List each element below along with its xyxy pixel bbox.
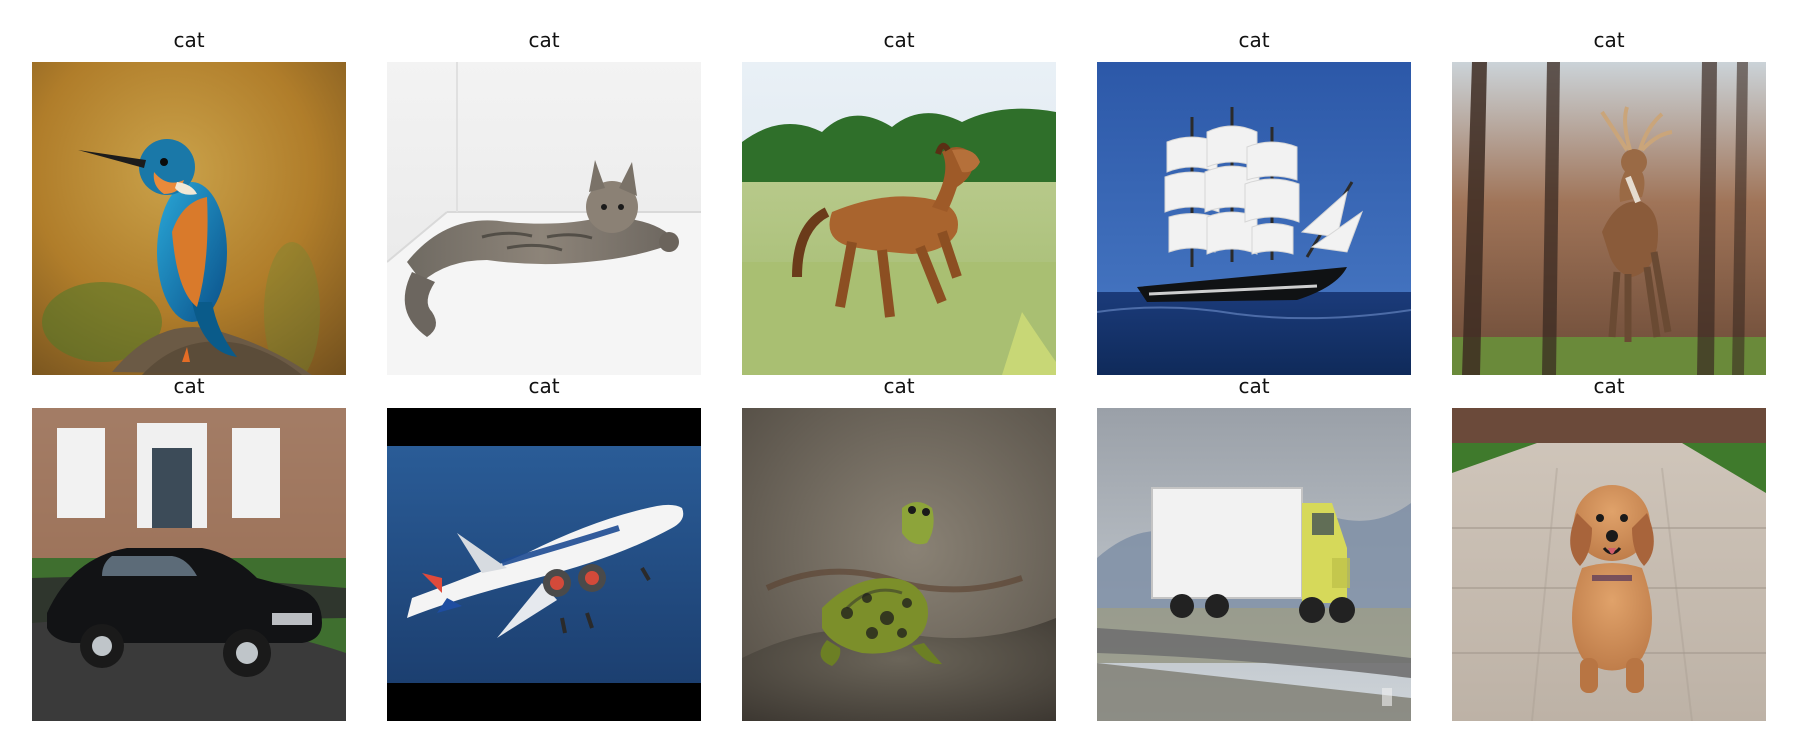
panel-title: cat [1593, 28, 1625, 52]
kingfisher-image [32, 62, 346, 375]
tabby-cat-image [387, 62, 701, 375]
panel-title: cat [173, 374, 205, 398]
frog-image [742, 408, 1056, 721]
panel-title: cat [173, 28, 205, 52]
panel-title: cat [1238, 374, 1270, 398]
panel-title: cat [883, 28, 915, 52]
panel-title: cat [883, 374, 915, 398]
panel-title: cat [1593, 374, 1625, 398]
panel-title: cat [528, 28, 560, 52]
truck-image [1097, 408, 1411, 721]
sailing-ship-image [1097, 62, 1411, 375]
panel-title: cat [1238, 28, 1270, 52]
deer-image [1452, 62, 1766, 375]
black-car-image [32, 408, 346, 721]
airplane-image [387, 408, 701, 721]
puppy-image [1452, 408, 1766, 721]
panel-title: cat [528, 374, 560, 398]
horse-image [742, 62, 1056, 375]
